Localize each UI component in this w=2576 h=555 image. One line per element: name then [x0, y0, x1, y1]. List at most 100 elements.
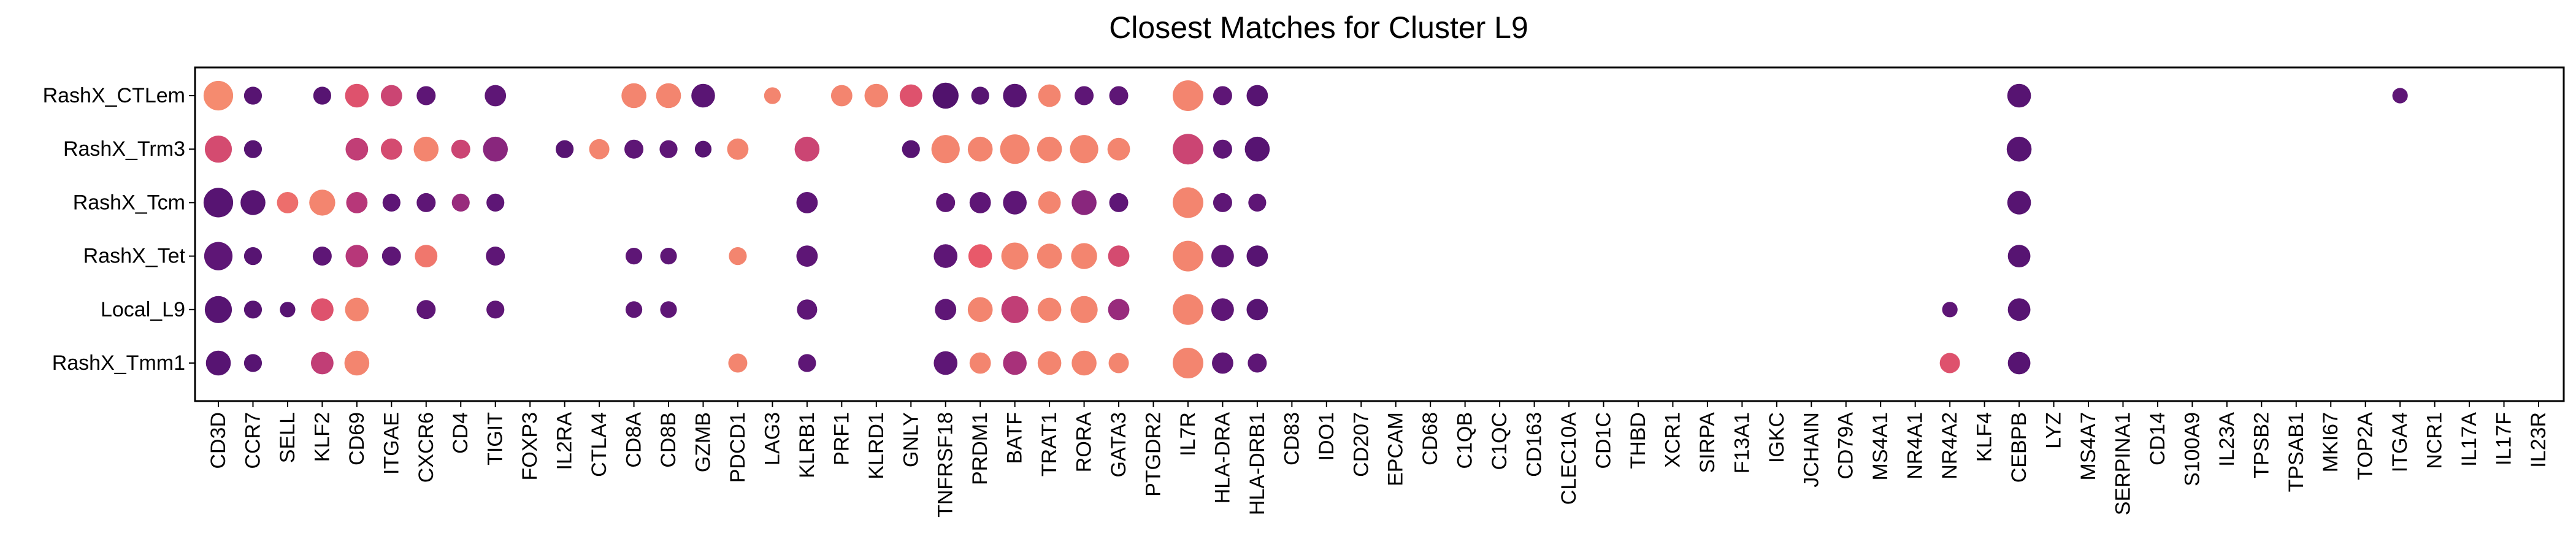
dot-point	[486, 193, 505, 212]
dot-point	[313, 86, 331, 105]
x-tick-label: RORA	[1073, 412, 1096, 473]
dot-point	[1037, 243, 1062, 269]
x-tick-label: SIRPA	[1696, 412, 1719, 473]
x-tick-label: TOP2A	[2354, 412, 2377, 480]
dot-point	[902, 140, 920, 158]
dot-point	[240, 190, 266, 215]
y-tick-label: RashX_Tcm	[73, 191, 185, 214]
dot-point	[969, 352, 991, 374]
dot-point	[1939, 353, 1960, 373]
dot-point	[691, 83, 715, 108]
dot-point	[345, 83, 369, 108]
dot-point	[1246, 85, 1268, 107]
dot-point	[416, 193, 436, 212]
dot-point	[1942, 302, 1958, 318]
plot-frame	[194, 66, 2565, 402]
dot-point	[830, 85, 853, 107]
dot-point	[380, 138, 402, 160]
dot-point	[1003, 351, 1027, 375]
dot-point	[2007, 191, 2031, 215]
x-axis: CD3D CCR7 SELL KLF2 CD69 ITGAE CXCR6 CD4 TIGIT FO…	[207, 401, 2550, 518]
dot-point	[277, 192, 299, 213]
x-tick-label: SERPINA1	[2111, 412, 2134, 515]
dot-point	[1213, 139, 1232, 159]
x-tick-label: CD68	[1419, 412, 1442, 465]
dot-point	[1172, 187, 1203, 218]
x-tick-label: TPSB2	[2250, 412, 2273, 478]
dot-point	[899, 84, 922, 107]
dot-point	[344, 350, 370, 376]
dot-point	[486, 247, 505, 266]
x-tick-label: GNLY	[899, 412, 922, 467]
dot-point	[1172, 80, 1203, 111]
x-tick-label: EPCAM	[1384, 412, 1408, 486]
dot-point	[415, 245, 438, 267]
dot-point	[798, 354, 816, 372]
dot-point	[1003, 83, 1027, 108]
dot-point	[204, 242, 233, 270]
x-tick-label: CD69	[345, 412, 369, 465]
x-tick-label: MKI67	[2319, 412, 2342, 472]
dot-point	[1071, 243, 1097, 269]
dot-point	[1212, 352, 1233, 374]
dot-point	[310, 298, 334, 321]
dot-point	[1038, 191, 1061, 214]
x-tick-label: LYZ	[2042, 412, 2066, 449]
dot-point	[931, 135, 960, 164]
x-tick-label: TIGIT	[484, 412, 507, 465]
y-tick-label: RashX_Tet	[83, 245, 186, 268]
x-tick-label: IL17F	[2493, 412, 2516, 465]
y-tick-label: Local_L9	[101, 298, 185, 321]
dot-layer	[203, 80, 2408, 378]
dot-point	[243, 140, 263, 158]
x-tick-label: IL23A	[2215, 412, 2239, 467]
dot-point	[967, 297, 993, 323]
dot-point	[416, 300, 436, 320]
dot-point	[310, 351, 334, 375]
x-tick-label: TPSAB1	[2285, 412, 2308, 492]
dot-point	[382, 193, 401, 212]
dot-point	[2007, 351, 2031, 375]
x-tick-label: IDO1	[1315, 412, 1338, 461]
x-tick-label: PTGDR2	[1141, 412, 1165, 497]
x-tick-label: BATF	[1003, 412, 1027, 464]
dot-point	[656, 83, 681, 109]
dot-point	[486, 300, 505, 319]
dot-point	[728, 353, 748, 373]
dot-point	[624, 139, 644, 159]
dot-point	[694, 140, 712, 158]
x-tick-label: MS4A7	[2077, 412, 2100, 481]
x-tick-label: CLEC10A	[1557, 412, 1581, 505]
dot-point	[1211, 298, 1234, 321]
dot-point	[660, 301, 677, 318]
y-axis: RashX_CTLem RashX_Trm3 RashX_Tcm RashX_Tet L…	[43, 84, 195, 375]
dot-point	[2392, 88, 2408, 104]
x-tick-label: CD8A	[623, 412, 646, 468]
x-tick-label: NR4A1	[1904, 412, 1927, 480]
dot-point	[309, 189, 335, 216]
dot-point	[727, 138, 749, 160]
dot-point	[2007, 298, 2031, 321]
dot-point	[346, 192, 368, 213]
dot-point	[1246, 245, 1268, 267]
dot-point	[935, 299, 957, 321]
dot-point	[936, 193, 956, 212]
dot-point	[345, 245, 369, 267]
dot-point	[729, 247, 747, 266]
dot-point	[556, 140, 574, 158]
x-tick-label: HLA-DRB1	[1246, 412, 1269, 515]
dot-point	[380, 85, 402, 107]
x-tick-label: NR4A2	[1938, 412, 1961, 480]
x-tick-label: XCR1	[1661, 412, 1684, 468]
x-tick-label: FOXP3	[518, 412, 542, 480]
dot-point	[1070, 296, 1098, 323]
dot-point	[205, 350, 231, 376]
dot-point	[1109, 193, 1129, 212]
x-tick-label: CD1C	[1592, 412, 1616, 469]
dot-point	[764, 87, 781, 104]
dot-point	[625, 301, 643, 318]
dot-point	[2007, 83, 2031, 108]
dot-point	[485, 85, 507, 107]
dot-point	[312, 247, 332, 266]
